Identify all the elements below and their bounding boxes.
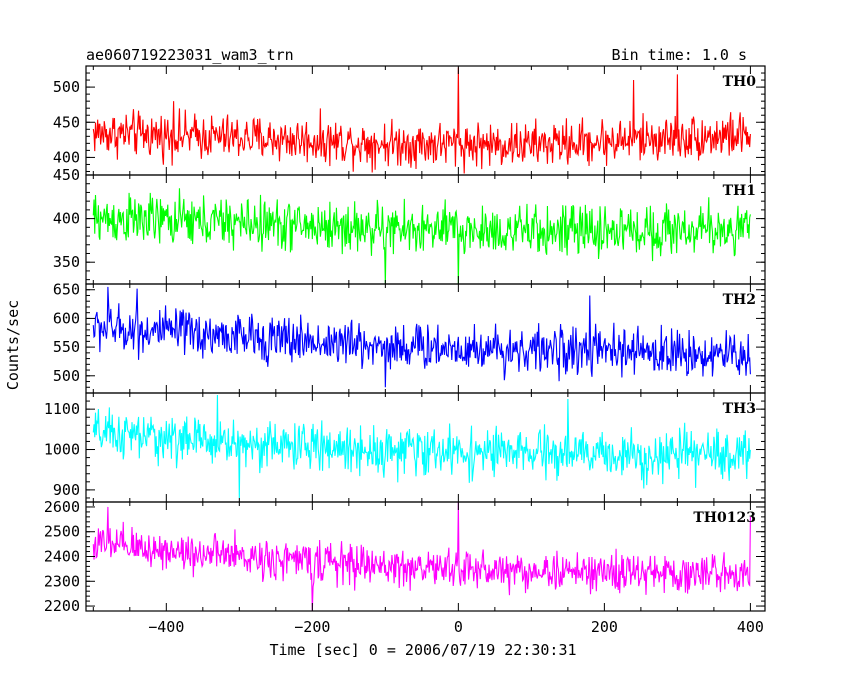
y-tick-label: 2400	[44, 548, 80, 566]
panel-th0: 400 450 500 TH0	[53, 65, 766, 176]
y-axis-label: Counts/sec	[4, 300, 22, 390]
y-tick-label: 2600	[44, 498, 80, 516]
x-axis-label: Time [sec] 0 = 2006/07/19 22:30:31	[269, 641, 576, 659]
y-tick-label: 400	[53, 148, 80, 166]
series-th2	[92, 286, 751, 388]
panel-frame	[85, 283, 766, 394]
series-th3	[92, 395, 751, 498]
y-tick-label: 2300	[44, 572, 80, 590]
series-th0123	[92, 502, 751, 611]
x-tick-label: 400	[737, 618, 764, 636]
y-tick-label: 500	[53, 78, 80, 96]
x-tick-label: 0	[454, 618, 463, 636]
x-tick-label: −200	[294, 618, 330, 636]
x-tick-label: −400	[148, 618, 184, 636]
y-tick-label: 600	[53, 309, 80, 327]
y-tick-label: 500	[53, 367, 80, 385]
panel-th3: 900 1000 1100 TH3	[44, 392, 766, 503]
panel-label: TH3	[723, 401, 756, 417]
y-tick-label: 2500	[44, 523, 80, 541]
y-tick-label: 550	[53, 338, 80, 356]
y-tick-label: 350	[53, 253, 80, 271]
panel-label: TH2	[723, 292, 756, 308]
chart-title: ae060719223031_wam3_trn	[86, 46, 294, 64]
y-tick-label: 650	[53, 281, 80, 299]
panel-label: TH0	[723, 74, 757, 90]
x-axis: −400 −200 0 200 400	[148, 618, 764, 636]
y-tick-label: 900	[53, 481, 80, 499]
y-tick-label: 1100	[44, 400, 80, 418]
y-tick-label: 2200	[44, 597, 80, 615]
y-tick-label: 450	[53, 166, 80, 184]
panel-th2: 500 550 600 650 TH2	[53, 281, 766, 394]
y-tick-label: 1000	[44, 441, 80, 459]
bin-time-label: Bin time: 1.0 s	[611, 46, 747, 64]
y-tick-label: 400	[53, 210, 80, 228]
panel-th1: 350 400 450 TH1	[53, 166, 766, 285]
panel-th0123: 2200 2300 2400 2500 2600 TH0123	[44, 498, 766, 615]
x-tick-label: 200	[591, 618, 618, 636]
panel-label: TH1	[723, 183, 756, 199]
series-th0	[92, 67, 751, 174]
series-th1	[92, 188, 751, 284]
panel-label: TH0123	[693, 510, 756, 526]
y-tick-label: 450	[53, 113, 80, 131]
